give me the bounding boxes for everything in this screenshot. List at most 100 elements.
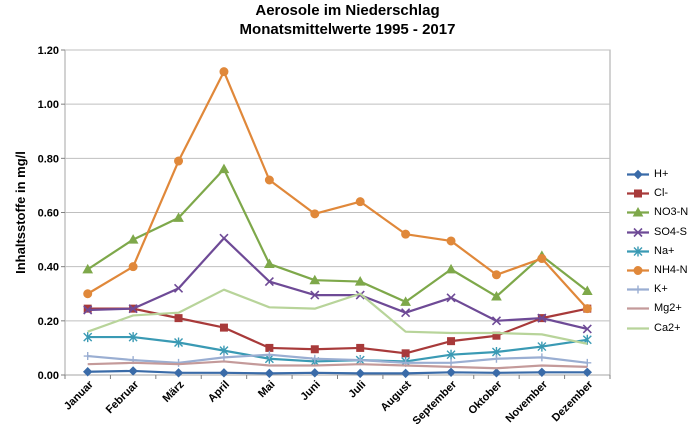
data-point — [491, 270, 501, 280]
y-tick-label: 0.80 — [38, 153, 59, 165]
data-point — [310, 345, 319, 354]
legend-swatch — [627, 326, 649, 330]
data-point — [446, 293, 456, 303]
data-point — [264, 368, 275, 379]
series-line — [87, 353, 588, 364]
x-tick-label: Mai — [256, 379, 277, 400]
data-point — [173, 212, 184, 222]
data-point — [265, 350, 274, 359]
legend-label: Na+ — [654, 244, 675, 257]
series-so4-s — [83, 233, 592, 334]
x-tick-label: November — [503, 378, 550, 425]
data-point — [354, 276, 366, 286]
data-point — [173, 368, 184, 378]
data-point — [219, 323, 228, 332]
series-nh4-n — [83, 67, 592, 314]
data-point — [310, 354, 319, 363]
series-ca2- — [87, 288, 588, 345]
series-line — [87, 288, 588, 345]
series-h- — [83, 366, 592, 379]
data-point — [218, 163, 230, 174]
legend-swatch — [627, 246, 649, 257]
data-point — [83, 304, 92, 313]
data-point — [264, 276, 274, 287]
legend-label: NO3-N — [654, 206, 689, 219]
legend-swatch — [627, 169, 649, 180]
data-point — [219, 353, 228, 362]
data-point — [127, 234, 139, 244]
data-point — [582, 304, 592, 314]
data-point — [128, 304, 138, 314]
data-point — [219, 368, 229, 378]
data-point — [401, 349, 410, 358]
data-point — [537, 313, 547, 323]
legend-label: NH4-N — [654, 263, 688, 276]
legend-marker — [634, 285, 642, 294]
legend-swatch — [627, 227, 649, 237]
data-point — [174, 156, 184, 166]
data-point — [128, 262, 138, 272]
x-tick-label: Juni — [298, 379, 322, 403]
data-point — [264, 175, 274, 185]
data-point — [400, 368, 411, 379]
chart-title: Aerosole im Niederschlag — [255, 2, 440, 19]
x-tick-label: Oktober — [466, 378, 505, 417]
y-tick-label: 1.00 — [38, 99, 59, 111]
data-point — [310, 368, 320, 378]
series-line — [87, 168, 588, 303]
data-point — [356, 343, 365, 352]
legend-swatch — [627, 207, 649, 217]
data-point — [492, 354, 501, 363]
data-point — [356, 356, 365, 365]
data-point — [491, 316, 502, 326]
data-point — [581, 285, 593, 296]
legend-label: SO4-S — [654, 225, 688, 238]
y-tick-label: 0.00 — [38, 370, 59, 382]
data-point — [582, 324, 592, 334]
legend-marker — [633, 169, 643, 180]
data-point — [401, 308, 411, 318]
x-tick-label: April — [206, 379, 232, 405]
legend-marker — [633, 227, 643, 237]
legend-label: Mg2+ — [654, 302, 682, 315]
chart-subtitle: Monatsmittelwerte 1995 - 2017 — [239, 21, 456, 38]
series-mg2- — [87, 360, 588, 370]
data-point — [583, 358, 592, 367]
series-no3-n — [82, 163, 593, 306]
data-point — [264, 258, 275, 268]
data-point — [446, 236, 456, 246]
data-point — [219, 233, 229, 243]
data-point — [219, 67, 229, 77]
legend-label: Cl- — [654, 187, 669, 200]
data-point — [401, 229, 411, 239]
data-point — [447, 358, 456, 367]
x-tick-label: September — [410, 378, 459, 427]
data-point — [173, 283, 184, 293]
data-point — [309, 274, 321, 285]
data-point — [265, 343, 274, 352]
legend-swatch — [627, 189, 649, 198]
data-point — [537, 341, 547, 352]
data-point — [83, 289, 93, 299]
data-point — [128, 366, 138, 376]
legend-label: K+ — [654, 283, 668, 296]
data-point — [491, 290, 502, 301]
data-point — [447, 337, 456, 346]
y-axis-label: Inhaltsstoffe in mg/l — [13, 151, 28, 274]
data-point — [400, 296, 411, 306]
x-tick-label: Juli — [346, 379, 368, 401]
series-line — [87, 237, 588, 331]
data-point — [310, 290, 320, 300]
data-point — [445, 263, 457, 274]
x-tick-label: Dezember — [550, 378, 596, 424]
data-point — [83, 305, 93, 315]
legend-label: H+ — [654, 168, 669, 180]
series-line — [87, 360, 588, 370]
data-point — [355, 368, 365, 379]
data-point — [537, 353, 546, 362]
legend-marker — [632, 207, 644, 217]
legend-swatch — [627, 265, 649, 275]
data-point — [446, 349, 456, 360]
data-point — [537, 367, 547, 377]
legend-swatch — [627, 307, 649, 310]
